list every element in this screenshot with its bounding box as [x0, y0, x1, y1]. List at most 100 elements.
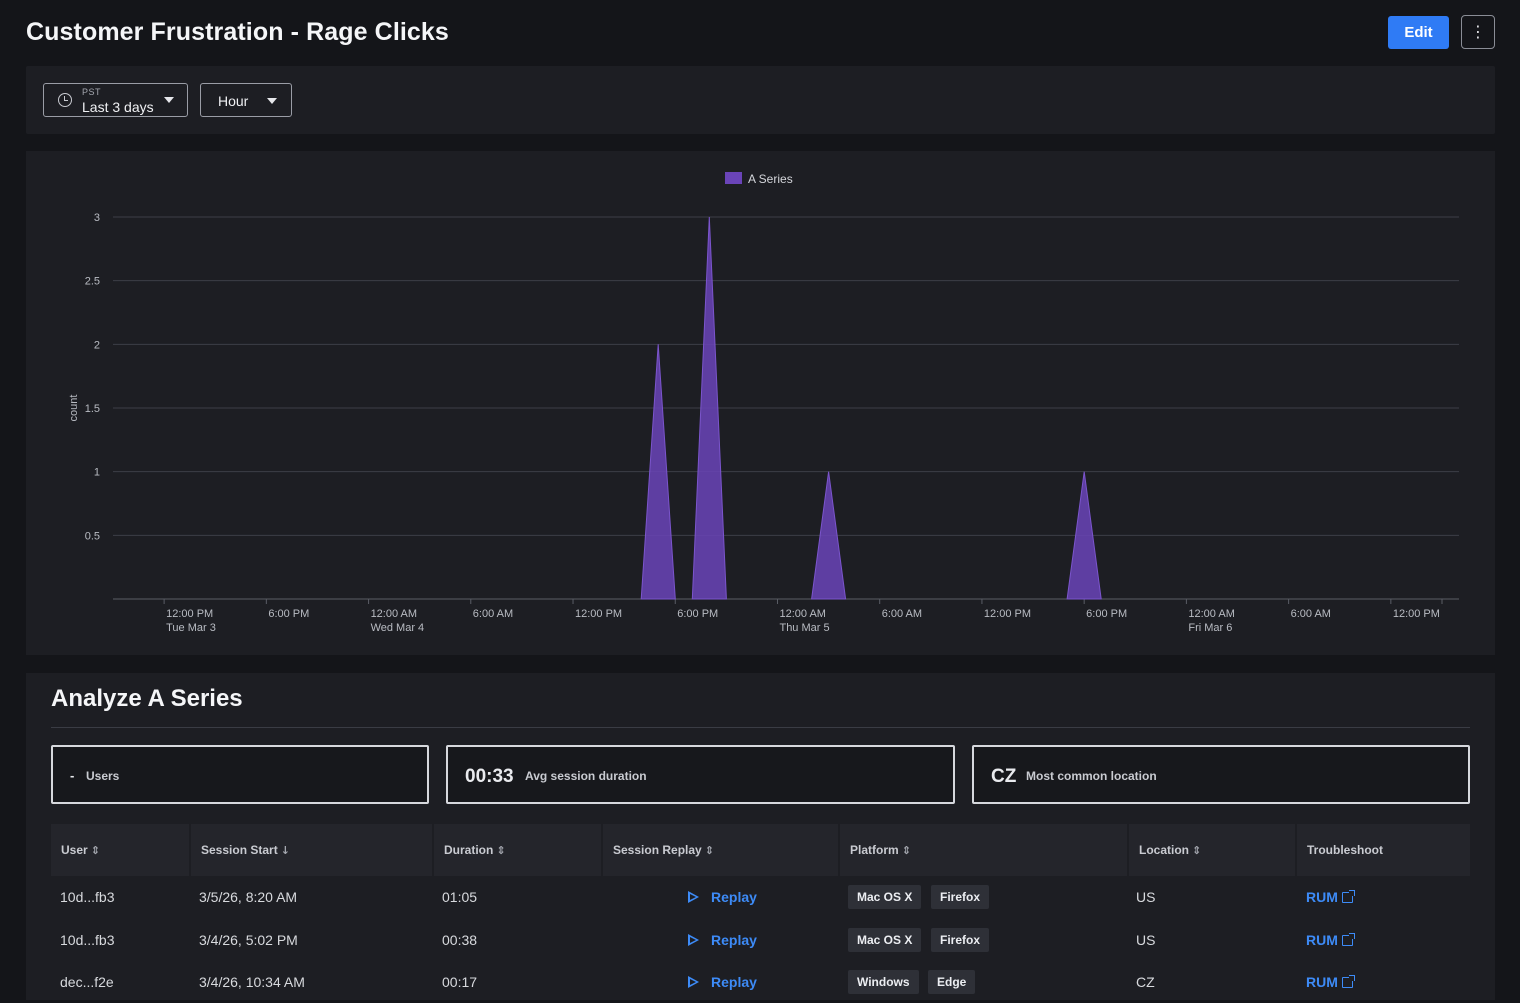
- page-title: Customer Frustration - Rage Clicks: [26, 18, 449, 46]
- x-tick-label: 6:00 PM: [1086, 608, 1127, 620]
- rum-link[interactable]: RUM: [1306, 919, 1355, 961]
- analyze-panel: Analyze A Series - Users 00:33 Avg sessi…: [26, 673, 1495, 1000]
- column-header-location[interactable]: Location ⇕: [1129, 824, 1297, 876]
- replay-link[interactable]: Replay: [688, 876, 757, 918]
- play-icon: [688, 891, 699, 903]
- replay-link[interactable]: Replay: [688, 919, 757, 961]
- y-tick-label: 2.5: [85, 276, 100, 288]
- x-tick-label: 12:00 PM: [984, 608, 1031, 620]
- x-tick-label: 12:00 PM: [575, 608, 622, 620]
- area-peak: [1066, 471, 1102, 600]
- session-start-cell: 3/5/26, 8:20 AM: [199, 889, 298, 905]
- external-link-icon: [1341, 975, 1355, 988]
- avg-session-stat-value: 00:33: [465, 766, 514, 787]
- x-tick-label: 6:00 AM: [1291, 608, 1331, 620]
- time-range-picker[interactable]: PST Last 3 days: [43, 83, 188, 117]
- sort-icon: ⇕: [1192, 844, 1202, 857]
- avg-session-stat-label: Avg session duration: [525, 769, 647, 783]
- area-chart: 0.5 1 1.5 2 2.5 3 count 12:00 PM Tue Mar 3 6:00 P…: [68, 172, 1459, 634]
- analyze-title: Analyze A Series: [51, 685, 243, 712]
- column-header-troubleshoot: Troubleshoot: [1307, 843, 1383, 857]
- column-header-session-start[interactable]: Session Start ↓: [191, 824, 434, 876]
- chevron-down-icon: [267, 98, 277, 104]
- platform-browser-tag: Edge: [928, 970, 976, 994]
- sort-icon: ⇕: [704, 844, 714, 857]
- location-cell: US: [1136, 889, 1156, 905]
- x-tick-label: 6:00 PM: [268, 608, 309, 620]
- x-tick-label: 6:00 AM: [473, 608, 513, 620]
- x-tick-date-label: Fri Mar 6: [1188, 622, 1232, 634]
- platform-os-tag: Mac OS X: [848, 885, 922, 909]
- users-stat-card: - Users: [51, 745, 429, 804]
- avg-session-stat-card: 00:33 Avg session duration: [446, 745, 955, 804]
- replay-link[interactable]: Replay: [688, 961, 757, 1003]
- external-link-icon: [1341, 890, 1355, 903]
- user-cell: 10d...fb3: [60, 932, 115, 948]
- play-icon: [688, 934, 699, 946]
- external-link-icon: [1341, 933, 1355, 946]
- column-header-user[interactable]: User ⇕: [51, 824, 191, 876]
- platform-browser-tag: Firefox: [931, 928, 990, 952]
- duration-cell: 00:38: [442, 932, 478, 948]
- duration-cell: 01:05: [442, 889, 478, 905]
- sort-icon: ↓: [280, 844, 290, 857]
- filter-bar: PST Last 3 days Hour: [26, 66, 1495, 134]
- user-cell: dec...f2e: [60, 974, 114, 990]
- x-tick-label: 12:00 PM: [166, 608, 213, 620]
- resolution-dropdown[interactable]: Hour: [200, 83, 292, 117]
- column-header-duration[interactable]: Duration ⇕: [434, 824, 603, 876]
- sort-icon: ⇕: [496, 844, 506, 857]
- sort-icon: ⇕: [901, 844, 911, 857]
- rage-clicks-chart: 0.5 1 1.5 2 2.5 3 count 12:00 PM Tue Mar 3 6:00 P…: [26, 151, 1495, 655]
- x-tick-label: 12:00 AM: [1188, 608, 1234, 620]
- y-tick-label: 2: [94, 339, 100, 351]
- edit-button[interactable]: Edit: [1388, 16, 1449, 49]
- y-axis-label: count: [68, 395, 80, 422]
- x-tick-date-label: Thu Mar 5: [779, 622, 829, 634]
- timezone-label: PST: [82, 87, 102, 97]
- x-tick-label: 12:00 PM: [1393, 608, 1440, 620]
- duration-cell: 00:17: [442, 974, 478, 990]
- table-row[interactable]: 10d...fb3 3/5/26, 8:20 AM 01:05 Replay M…: [51, 876, 1470, 918]
- location-stat-label: Most common location: [1026, 769, 1157, 783]
- play-icon: [688, 976, 699, 988]
- y-tick-label: 0.5: [85, 530, 100, 542]
- more-vertical-icon: ⋮: [1470, 22, 1486, 41]
- x-tick-label: 6:00 AM: [882, 608, 922, 620]
- rum-link[interactable]: RUM: [1306, 961, 1355, 1003]
- y-tick-label: 1: [94, 467, 100, 479]
- column-header-platform[interactable]: Platform ⇕: [840, 824, 1129, 876]
- more-options-button[interactable]: ⋮: [1461, 15, 1495, 49]
- y-tick-label: 3: [94, 212, 100, 224]
- resolution-label: Hour: [218, 93, 249, 109]
- legend-swatch: [725, 172, 742, 184]
- y-tick-label: 1.5: [85, 403, 100, 415]
- column-header-session-replay[interactable]: Session Replay ⇕: [603, 824, 840, 876]
- x-tick-label: 12:00 AM: [371, 608, 417, 620]
- users-stat-value: -: [70, 768, 75, 783]
- chevron-down-icon: [164, 97, 174, 103]
- session-start-cell: 3/4/26, 10:34 AM: [199, 974, 305, 990]
- location-cell: US: [1136, 932, 1156, 948]
- location-cell: CZ: [1136, 974, 1155, 990]
- divider: [51, 727, 1470, 728]
- x-tick-label: 12:00 AM: [779, 608, 825, 620]
- dashboard-header: Customer Frustration - Rage Clicks Edit …: [0, 0, 1520, 66]
- x-tick-date-label: Tue Mar 3: [166, 622, 216, 634]
- table-row[interactable]: dec...f2e 3/4/26, 10:34 AM 00:17 Replay …: [51, 961, 1470, 1003]
- rum-link[interactable]: RUM: [1306, 876, 1355, 918]
- session-start-cell: 3/4/26, 5:02 PM: [199, 932, 298, 948]
- time-range-label: Last 3 days: [82, 99, 154, 115]
- table-header: User ⇕ Session Start ↓ Duration ⇕ Session R…: [51, 824, 1470, 876]
- clock-icon: [58, 93, 72, 107]
- area-peak: [691, 216, 727, 600]
- platform-os-tag: Windows: [848, 970, 919, 994]
- area-peak: [811, 471, 847, 600]
- location-stat-value: CZ: [991, 766, 1017, 787]
- x-tick-date-label: Wed Mar 4: [371, 622, 425, 634]
- users-stat-label: Users: [86, 769, 120, 783]
- user-cell: 10d...fb3: [60, 889, 115, 905]
- table-row[interactable]: 10d...fb3 3/4/26, 5:02 PM 00:38 Replay M…: [51, 919, 1470, 961]
- legend-label: A Series: [748, 172, 793, 186]
- platform-browser-tag: Firefox: [931, 885, 990, 909]
